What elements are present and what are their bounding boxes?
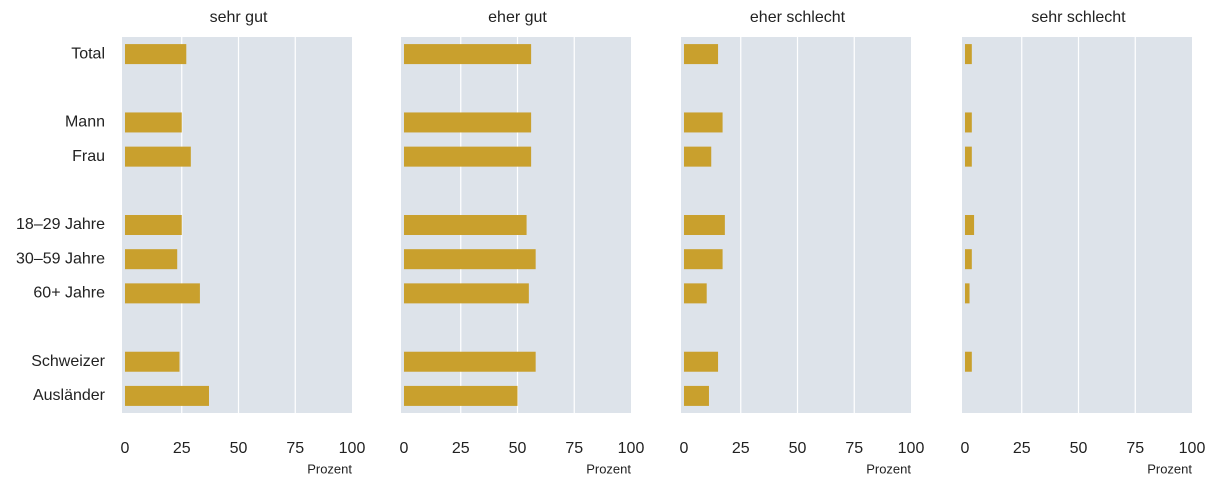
bar (125, 146, 191, 167)
panel-title: sehr schlecht (1031, 9, 1126, 26)
category-label: 60+ Jahre (33, 285, 105, 302)
x-axis-label: Prozent (1147, 461, 1192, 476)
x-tick-label: 0 (400, 440, 409, 457)
x-tick-label: 75 (845, 440, 863, 457)
bar (404, 249, 536, 270)
x-tick-label: 25 (1013, 440, 1031, 457)
bar (404, 44, 532, 65)
bar (404, 283, 529, 304)
category-label: 18–29 Jahre (16, 216, 105, 233)
panel-title: eher schlecht (750, 9, 846, 26)
bar (404, 146, 532, 167)
bar (684, 146, 712, 167)
bar (125, 249, 178, 270)
category-label: Mann (65, 114, 105, 131)
x-axis-label: Prozent (866, 461, 911, 476)
x-tick-label: 25 (732, 440, 750, 457)
category-label: Schweizer (31, 353, 105, 370)
bar (404, 215, 527, 235)
category-label: Ausländer (33, 387, 106, 404)
panel-title: sehr gut (210, 9, 268, 26)
x-tick-label: 25 (173, 440, 191, 457)
x-tick-label: 100 (618, 440, 645, 457)
bar (965, 146, 972, 167)
x-tick-label: 75 (286, 440, 304, 457)
bar (125, 283, 200, 304)
panel-title: eher gut (488, 9, 547, 26)
bar (125, 112, 182, 133)
bar (965, 44, 972, 65)
bar (404, 112, 532, 133)
x-tick-label: 75 (565, 440, 583, 457)
x-tick-label: 100 (339, 440, 366, 457)
x-tick-label: 100 (1179, 440, 1206, 457)
category-label: 30–59 Jahre (16, 250, 105, 267)
bar (404, 385, 518, 406)
bar (684, 215, 725, 235)
category-label: Total (71, 45, 105, 62)
x-tick-label: 75 (1126, 440, 1144, 457)
x-tick-label: 50 (509, 440, 527, 457)
bar (684, 112, 723, 133)
x-axis-label: Prozent (586, 461, 631, 476)
bar (684, 351, 719, 372)
x-tick-label: 0 (121, 440, 130, 457)
x-axis-label: Prozent (307, 461, 352, 476)
x-tick-label: 50 (1070, 440, 1088, 457)
x-tick-label: 50 (789, 440, 807, 457)
bar (684, 283, 707, 304)
bar (965, 283, 970, 304)
bar (684, 44, 719, 65)
bar (965, 215, 975, 235)
bar (125, 385, 209, 406)
category-label: Frau (72, 148, 105, 165)
bar (965, 112, 972, 133)
x-tick-label: 0 (961, 440, 970, 457)
x-tick-label: 0 (680, 440, 689, 457)
bar (125, 44, 187, 65)
bar (125, 215, 182, 235)
bar (965, 249, 972, 270)
bar (965, 351, 972, 372)
panel-background (962, 37, 1192, 413)
bar (125, 351, 180, 372)
x-tick-label: 100 (898, 440, 925, 457)
x-tick-label: 50 (230, 440, 248, 457)
bar (404, 351, 536, 372)
bar (684, 385, 709, 406)
bar (684, 249, 723, 270)
x-tick-label: 25 (452, 440, 470, 457)
